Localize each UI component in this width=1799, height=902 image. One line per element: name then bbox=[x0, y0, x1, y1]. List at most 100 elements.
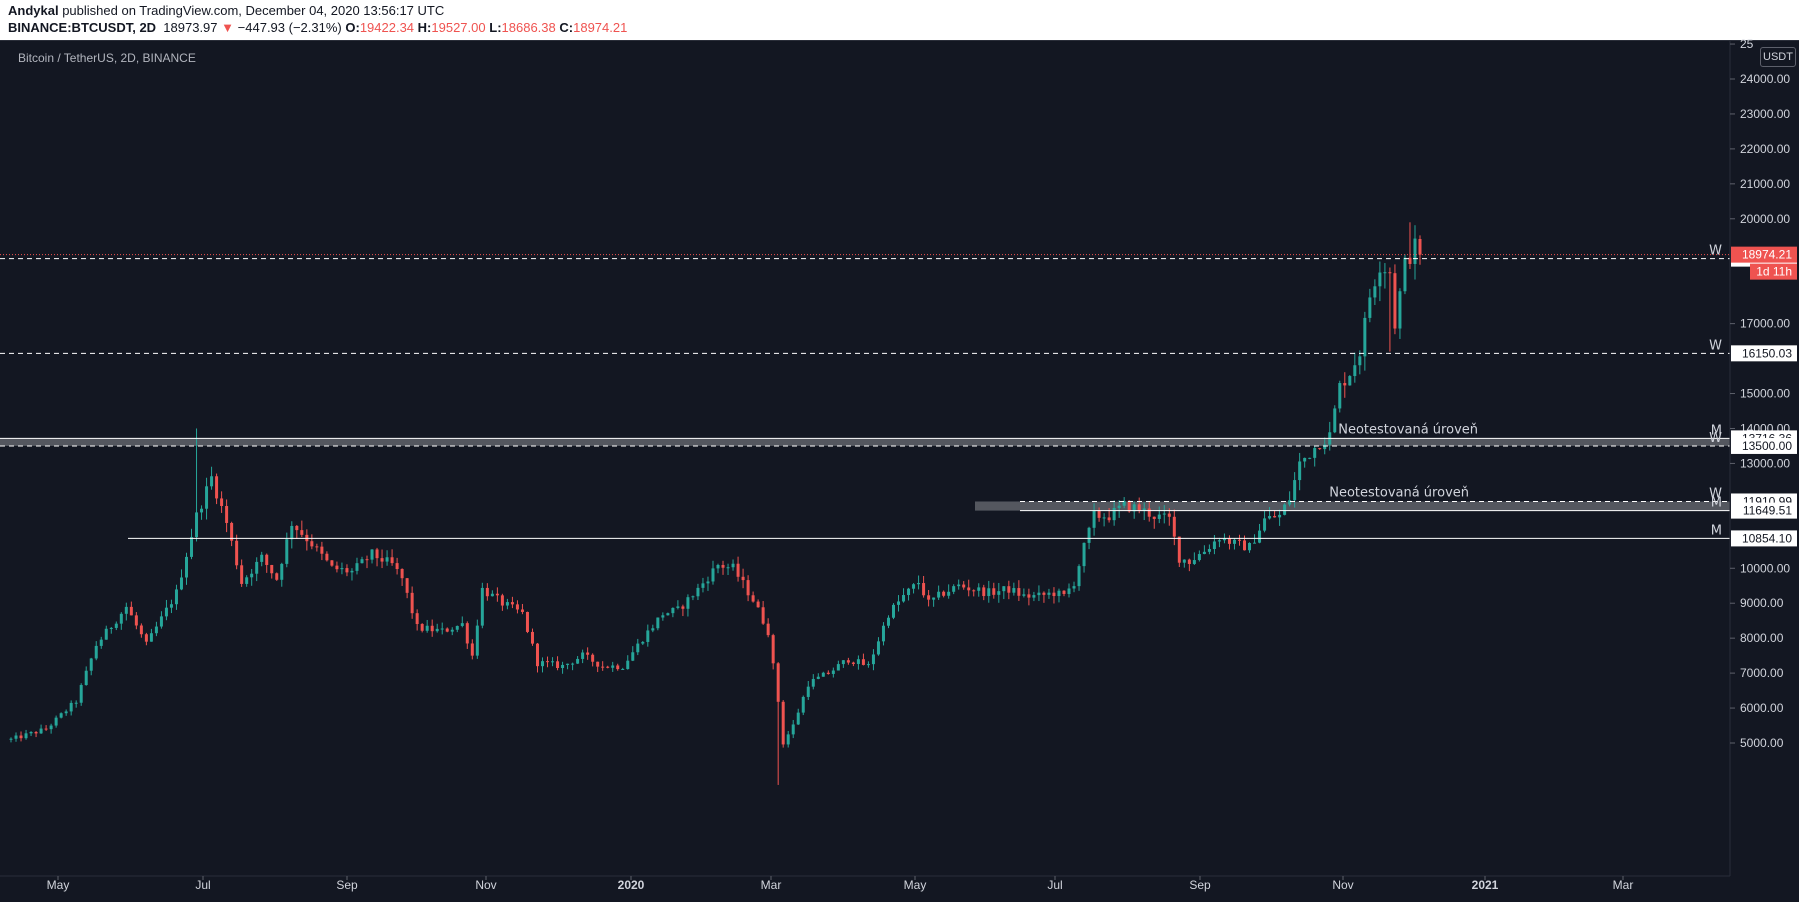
candle-body bbox=[581, 652, 585, 659]
price-axis[interactable]: 25 24000.00 23000.00 22000.00 21000.00 20000.… bbox=[1730, 37, 1790, 750]
candle-body bbox=[395, 563, 399, 570]
candle-body bbox=[9, 738, 13, 740]
candle-body bbox=[1122, 500, 1126, 506]
last-price-label: 18974.21 bbox=[1742, 248, 1792, 262]
untested-zone[interactable] bbox=[0, 438, 1730, 446]
candle-body bbox=[1022, 594, 1026, 596]
candle-body bbox=[64, 711, 68, 714]
candle-body bbox=[240, 565, 244, 584]
candle-body bbox=[420, 624, 424, 631]
candle-body bbox=[310, 541, 314, 547]
time-tick-label: May bbox=[47, 878, 70, 892]
candle-body bbox=[1082, 542, 1086, 567]
candle-body bbox=[601, 666, 605, 668]
candle-body bbox=[576, 658, 580, 664]
candle-body bbox=[1057, 590, 1061, 597]
candle-body bbox=[1338, 383, 1342, 409]
candle-body bbox=[716, 564, 720, 569]
candle-body bbox=[801, 696, 805, 713]
candle-body bbox=[881, 625, 885, 642]
candle-body bbox=[651, 628, 655, 631]
candle-body bbox=[1117, 505, 1121, 508]
candle-body bbox=[1167, 513, 1171, 517]
candle-body bbox=[144, 634, 148, 642]
publish-date: published on TradingView.com, December 0… bbox=[58, 3, 445, 18]
zone-label: Neotestovaná úroveň bbox=[1329, 485, 1469, 500]
candle-body bbox=[776, 663, 780, 702]
candle-body bbox=[1373, 286, 1377, 298]
currency-badge[interactable]: USDT bbox=[1760, 47, 1796, 67]
candle-body bbox=[796, 712, 800, 725]
price-tick-label: 8000.00 bbox=[1740, 631, 1784, 645]
candle-body bbox=[831, 670, 835, 674]
candle-body bbox=[892, 604, 896, 618]
candle-body bbox=[952, 586, 956, 592]
candle-body bbox=[987, 588, 991, 597]
candle-body bbox=[681, 606, 685, 609]
candle-body bbox=[1348, 376, 1352, 386]
level-tag: W bbox=[1709, 338, 1722, 353]
candle-body bbox=[907, 588, 911, 596]
candle-body bbox=[551, 661, 555, 663]
candle-body bbox=[255, 561, 259, 574]
price-tick-label: 7000.00 bbox=[1740, 666, 1784, 680]
candle-body bbox=[1042, 592, 1046, 595]
candle-body bbox=[410, 592, 414, 614]
time-tick-label: Nov bbox=[1332, 878, 1353, 892]
publish-info: Andykal published on TradingView.com, De… bbox=[8, 3, 444, 18]
candle-body bbox=[1243, 540, 1247, 551]
candle-body bbox=[485, 587, 489, 597]
candle-body bbox=[1318, 448, 1322, 450]
symbol-label[interactable]: BINANCE:BTCUSDT, 2D bbox=[8, 20, 157, 35]
candle-body bbox=[841, 660, 845, 665]
candle-body bbox=[876, 641, 880, 655]
price-tick-label: 25 bbox=[1740, 37, 1754, 51]
level-tag: W bbox=[1709, 431, 1722, 446]
candle-body bbox=[480, 587, 484, 626]
candle-body bbox=[59, 713, 63, 718]
candle-body bbox=[89, 658, 93, 671]
candle-body bbox=[942, 591, 946, 596]
zone-layer[interactable]: Neotestovaná úroveň Neotestovaná úroveň bbox=[0, 422, 1730, 511]
author-name[interactable]: Andykal bbox=[8, 3, 59, 18]
candle-body bbox=[1002, 586, 1006, 592]
candle-body bbox=[385, 557, 389, 562]
candle-body bbox=[79, 685, 83, 703]
candle-body bbox=[1007, 586, 1011, 593]
candle-body bbox=[109, 627, 113, 629]
untested-zone[interactable] bbox=[975, 501, 1730, 511]
candle-body bbox=[982, 587, 986, 597]
candle-body bbox=[515, 604, 519, 610]
time-axis[interactable]: May Jul Sep Nov 2020 Mar May Jul Sep Nov 2021 Mar bbox=[47, 876, 1634, 892]
candle-body bbox=[1157, 514, 1161, 519]
candle-body bbox=[340, 568, 344, 570]
candle-body bbox=[1278, 514, 1282, 518]
candle-body bbox=[561, 664, 565, 669]
open-value: 19422.34 bbox=[359, 20, 415, 35]
candle-body bbox=[1132, 504, 1136, 512]
candle-body bbox=[505, 602, 509, 606]
candle-body bbox=[29, 731, 33, 734]
candle-body bbox=[1162, 513, 1166, 515]
candle-body bbox=[245, 577, 249, 584]
candle-body bbox=[992, 588, 996, 595]
candle-body bbox=[490, 593, 494, 597]
chart-frame[interactable] bbox=[0, 40, 1799, 902]
candle-body bbox=[355, 563, 359, 571]
candle-body bbox=[230, 522, 234, 541]
candle-body bbox=[1187, 559, 1191, 564]
candle-body bbox=[711, 568, 715, 582]
candle-body bbox=[846, 660, 850, 663]
candle-body bbox=[159, 616, 163, 627]
candle-body bbox=[591, 654, 595, 662]
candle-body bbox=[766, 623, 770, 636]
candle-body bbox=[596, 661, 600, 667]
candle-body bbox=[957, 584, 961, 587]
candle-body bbox=[1298, 461, 1302, 481]
candle-body bbox=[972, 590, 976, 592]
candle-body bbox=[1343, 383, 1347, 386]
level-tag: M bbox=[1711, 496, 1722, 511]
time-tick-label: Mar bbox=[1613, 878, 1634, 892]
